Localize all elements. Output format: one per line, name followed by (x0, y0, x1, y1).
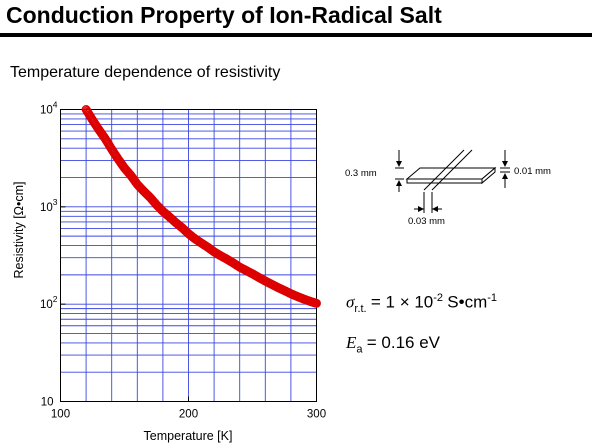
thickness-right-label: 0.01 mm (514, 166, 551, 177)
sigma-value: = 1 × 10 (370, 292, 434, 312)
y-tick-label: 103 (40, 197, 58, 214)
electrode-wire-left (423, 149, 465, 191)
sigma-subscript: r.t. (354, 303, 367, 316)
electrode-wire-right (431, 149, 473, 191)
x-tick-label: 100 (51, 409, 70, 421)
y-tick-label: 102 (40, 294, 58, 311)
title-divider (0, 33, 592, 37)
tick-labels: 100 200 300 104 103 102 10 (40, 100, 326, 421)
conductivity-annotation: σr.t. = 1 × 10-2 S•cm-1 (346, 292, 497, 315)
sigma-unit-exponent: -1 (487, 292, 498, 304)
y-tick-label: 104 (40, 100, 58, 117)
axis-ticks (60, 109, 317, 402)
sample-side-face (481, 166, 496, 185)
activation-energy-annotation: Ea = 0.16 eV (346, 333, 440, 355)
x-axis-label: Temperature [K] (144, 429, 233, 443)
x-tick-label: 200 (179, 409, 198, 421)
sigma-exponent: -2 (433, 292, 444, 304)
chart-subtitle: Temperature dependence of resistivity (10, 64, 281, 81)
sample-top-face (405, 167, 497, 180)
y-tick-label: 10 (41, 397, 54, 409)
sample-diagram (395, 149, 510, 213)
y-axis-label: Resistivity [Ω•cm] (12, 181, 26, 278)
page-title: Conduction Property of Ion-Radical Salt (6, 2, 442, 28)
gap-label: 0.03 mm (408, 216, 445, 227)
data-points (81, 105, 321, 308)
sigma-symbol: σ (346, 292, 355, 312)
data-point (312, 298, 321, 308)
sigma-unit: S•cm (447, 292, 488, 312)
sample-front-face (406, 178, 483, 184)
ea-subscript: a (356, 343, 363, 356)
thickness-left-label: 0.3 mm (345, 168, 377, 179)
ea-value: = 0.16 eV (366, 333, 441, 352)
x-tick-label: 300 (307, 409, 326, 421)
ea-symbol: E (346, 333, 357, 352)
chart-grid (60, 109, 317, 402)
